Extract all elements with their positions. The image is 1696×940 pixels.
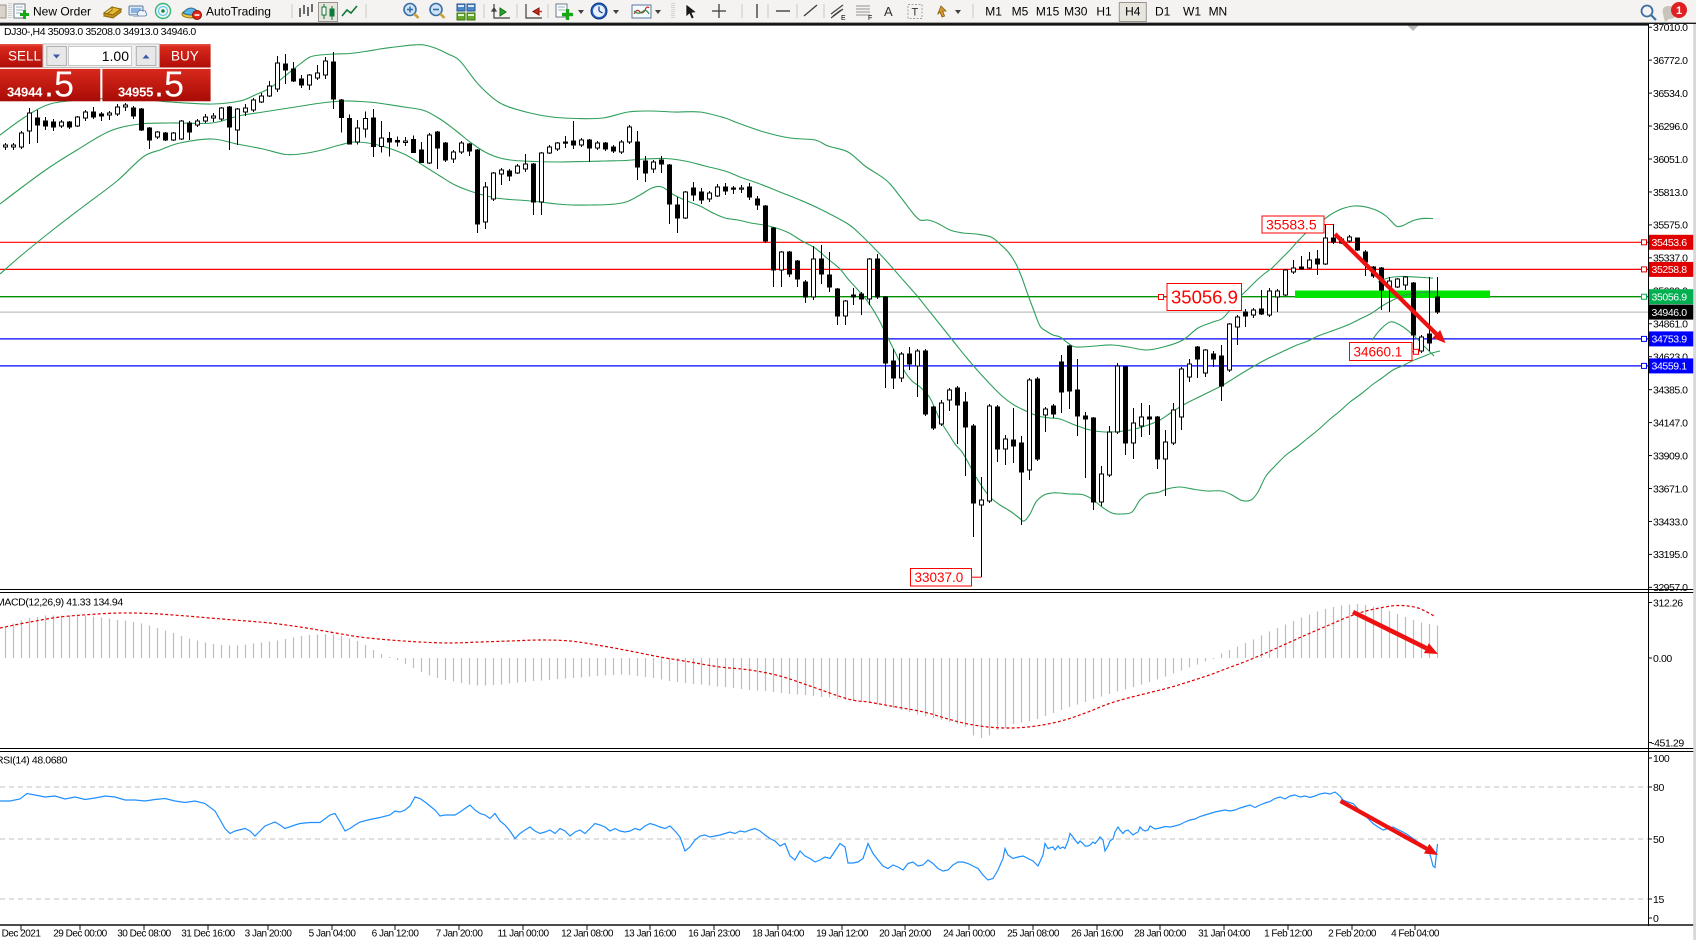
svg-text:1.00: 1.00 (102, 48, 129, 64)
svg-text:Dec 2021: Dec 2021 (2, 929, 42, 940)
svg-text:33671.0: 33671.0 (1653, 483, 1688, 495)
svg-text:0: 0 (1653, 913, 1659, 925)
svg-text:BUY: BUY (171, 49, 199, 64)
svg-text:31 Jan 04:00: 31 Jan 04:00 (1198, 929, 1251, 940)
svg-text:18 Jan 04:00: 18 Jan 04:00 (752, 929, 805, 940)
svg-text:28 Jan 00:00: 28 Jan 00:00 (1134, 929, 1187, 940)
svg-text:4 Feb 04:00: 4 Feb 04:00 (1391, 929, 1440, 940)
svg-text:33909.0: 33909.0 (1653, 450, 1688, 462)
svg-text:SELL: SELL (8, 49, 42, 64)
svg-text:F: F (868, 15, 872, 22)
svg-text:6 Jan 12:00: 6 Jan 12:00 (372, 929, 420, 940)
svg-text:34559.1: 34559.1 (1652, 361, 1688, 373)
svg-text:34861.0: 34861.0 (1653, 319, 1688, 331)
svg-text:34946.0: 34946.0 (1652, 307, 1688, 319)
svg-text:36772.0: 36772.0 (1653, 55, 1688, 67)
svg-text:3 Jan 20:00: 3 Jan 20:00 (245, 929, 293, 940)
svg-text:M5: M5 (1012, 5, 1029, 19)
svg-text:312.26: 312.26 (1653, 597, 1683, 609)
svg-text:35453.6: 35453.6 (1652, 237, 1688, 249)
svg-text:0.00: 0.00 (1653, 653, 1672, 665)
svg-text:7 Jan 20:00: 7 Jan 20:00 (436, 929, 484, 940)
svg-text:D1: D1 (1155, 5, 1171, 19)
svg-text:35056.9: 35056.9 (1652, 292, 1688, 304)
svg-text:29 Dec 00:00: 29 Dec 00:00 (53, 929, 107, 940)
svg-text:.5: .5 (154, 64, 184, 105)
svg-text:DJ30-,H4 35093.0 35208.0 3491: DJ30-,H4 35093.0 35208.0 34913.0 34946.0 (4, 26, 196, 38)
svg-text:MN: MN (1209, 5, 1228, 19)
svg-text:36051.0: 36051.0 (1653, 154, 1688, 166)
svg-text:35583.5: 35583.5 (1266, 217, 1317, 233)
svg-text:M15: M15 (1036, 5, 1060, 19)
svg-text:36534.0: 36534.0 (1653, 88, 1688, 100)
svg-text:34955: 34955 (118, 85, 153, 100)
svg-text:33433.0: 33433.0 (1653, 516, 1688, 528)
svg-text:20 Jan 20:00: 20 Jan 20:00 (879, 929, 932, 940)
svg-text:33195.0: 33195.0 (1653, 549, 1688, 561)
svg-text:25 Jan 08:00: 25 Jan 08:00 (1007, 929, 1060, 940)
svg-text:35813.0: 35813.0 (1653, 187, 1688, 199)
svg-text:A: A (884, 4, 893, 19)
svg-text:1: 1 (1676, 5, 1682, 17)
svg-text:.5: .5 (44, 64, 74, 105)
svg-text:13 Jan 16:00: 13 Jan 16:00 (624, 929, 677, 940)
svg-text:12 Jan 08:00: 12 Jan 08:00 (561, 929, 614, 940)
svg-text:H4: H4 (1125, 5, 1141, 19)
svg-text:35337.0: 35337.0 (1653, 253, 1688, 265)
svg-text:31 Dec 16:00: 31 Dec 16:00 (181, 929, 235, 940)
svg-text:11 Jan 00:00: 11 Jan 00:00 (497, 929, 549, 940)
svg-text:50: 50 (1653, 834, 1664, 846)
svg-text:-451.29: -451.29 (1651, 737, 1684, 749)
svg-text:34753.9: 34753.9 (1652, 334, 1688, 346)
svg-text:35056.9: 35056.9 (1171, 287, 1238, 308)
svg-text:5 Jan 04:00: 5 Jan 04:00 (309, 929, 357, 940)
svg-text:M30: M30 (1064, 5, 1088, 19)
svg-text:26 Jan 16:00: 26 Jan 16:00 (1071, 929, 1124, 940)
svg-text:37010.0: 37010.0 (1653, 22, 1688, 34)
svg-text:34944: 34944 (7, 85, 43, 100)
svg-text:35258.8: 35258.8 (1652, 264, 1688, 276)
svg-text:15: 15 (1653, 894, 1664, 906)
svg-text:100: 100 (1653, 753, 1670, 765)
svg-text:35575.0: 35575.0 (1653, 220, 1688, 232)
svg-text:AutoTrading: AutoTrading (206, 5, 271, 19)
svg-text:19 Jan 12:00: 19 Jan 12:00 (816, 929, 869, 940)
svg-text:MACD(12,26,9) 41.33 134.94: MACD(12,26,9) 41.33 134.94 (0, 597, 123, 609)
svg-text:24 Jan 00:00: 24 Jan 00:00 (943, 929, 996, 940)
svg-text:32957.0: 32957.0 (1653, 582, 1688, 594)
svg-text:34385.0: 34385.0 (1653, 384, 1688, 396)
svg-text:New Order: New Order (33, 5, 91, 19)
svg-text:RSI(14) 48.0680: RSI(14) 48.0680 (0, 755, 68, 767)
svg-text:E: E (841, 15, 846, 22)
svg-text:1 Feb 12:00: 1 Feb 12:00 (1264, 929, 1313, 940)
svg-text:M1: M1 (985, 5, 1002, 19)
svg-text:33037.0: 33037.0 (915, 570, 964, 585)
svg-text:T: T (912, 7, 919, 19)
svg-text:30 Dec 08:00: 30 Dec 08:00 (117, 929, 171, 940)
svg-text:16 Jan 23:00: 16 Jan 23:00 (688, 929, 741, 940)
svg-text:H1: H1 (1096, 5, 1112, 19)
svg-text:34660.1: 34660.1 (1354, 344, 1403, 359)
svg-text:W1: W1 (1183, 5, 1201, 19)
svg-text:80: 80 (1653, 782, 1664, 794)
svg-text:2 Feb 20:00: 2 Feb 20:00 (1328, 929, 1377, 940)
svg-text:34147.0: 34147.0 (1653, 417, 1688, 429)
svg-text:36296.0: 36296.0 (1653, 121, 1688, 133)
